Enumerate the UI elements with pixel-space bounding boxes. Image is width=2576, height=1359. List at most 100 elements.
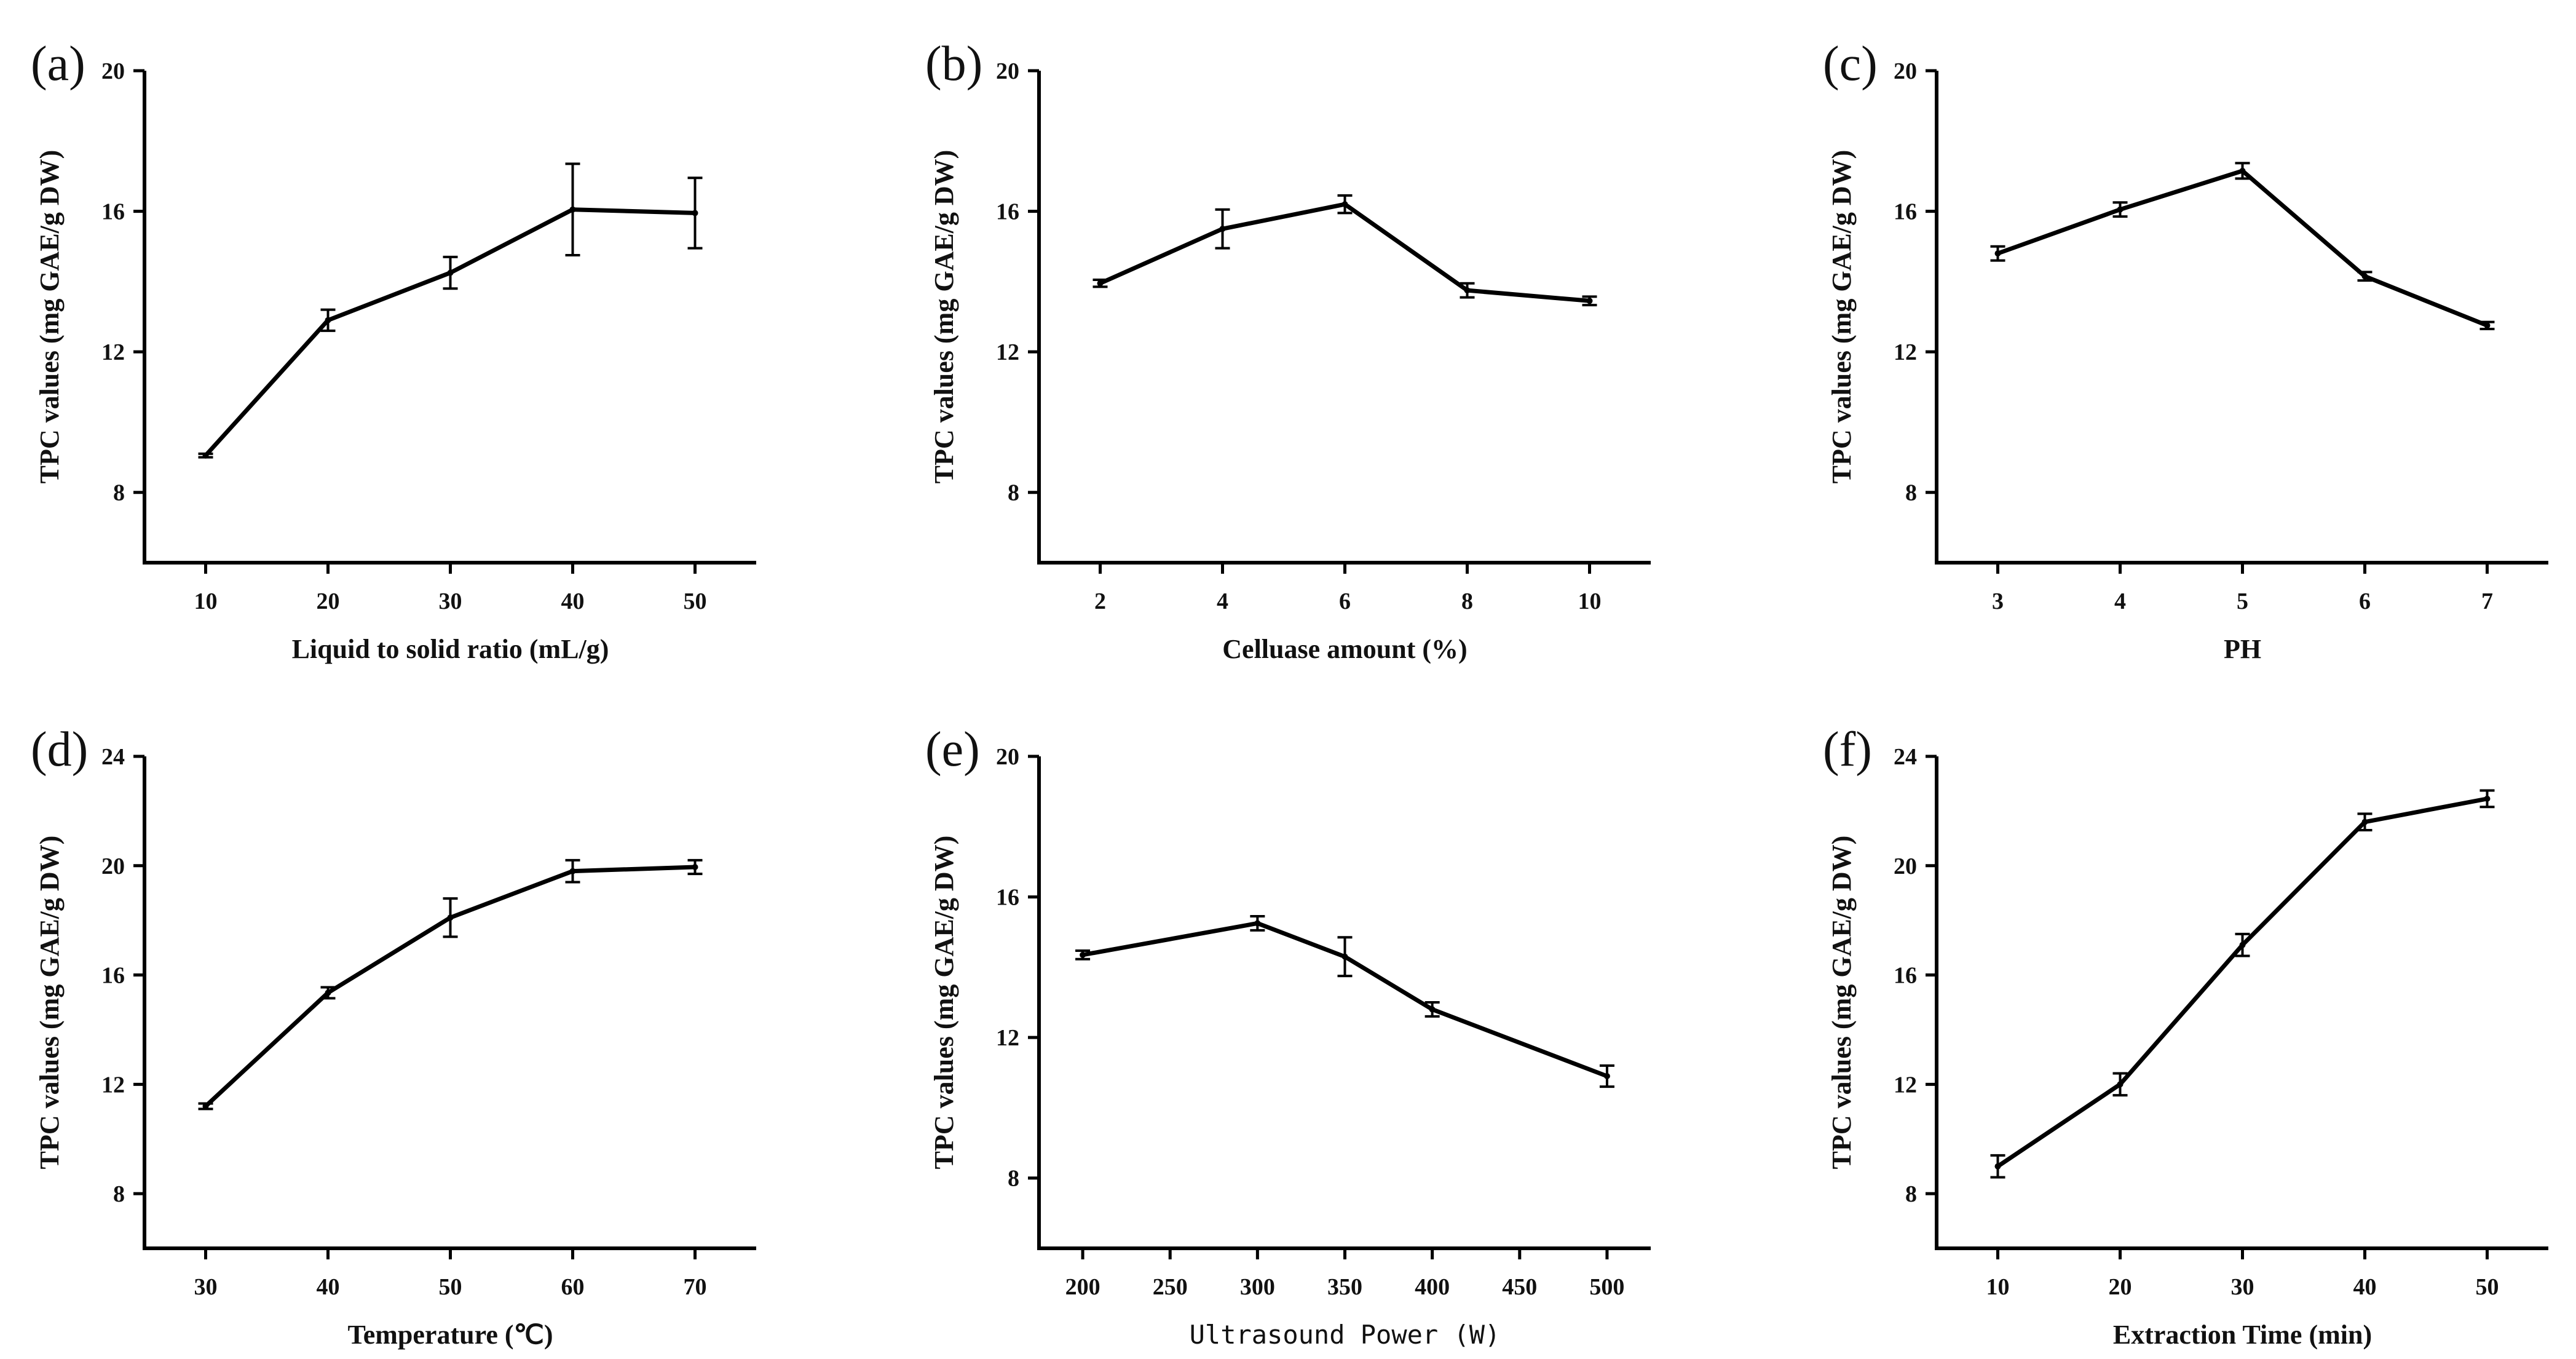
chart-panel-1: (a) 8 12 16 20 10 20 30 40 50 Liquid to solid rati…: [31, 37, 756, 664]
y-tick-label: 8: [113, 1181, 125, 1207]
data-point: [2361, 273, 2368, 280]
x-tick-label: 300: [1240, 1274, 1275, 1300]
x-tick-label: 4: [1217, 588, 1228, 614]
data-point: [569, 206, 576, 213]
series-line: [1997, 168, 2488, 328]
y-tick-label: 24: [1894, 744, 1917, 770]
x-tick-label: 8: [1461, 588, 1473, 614]
x-tick-label: 10: [194, 588, 218, 614]
x-axis-title: Liquid to solid ratio (mL/g): [292, 634, 609, 664]
data-point: [1586, 298, 1593, 304]
y-axis-title: TPC values (mg GAE/g DW): [34, 150, 65, 484]
x-tick-label: 10: [1986, 1274, 2010, 1300]
x-tick-label: 40: [317, 1274, 340, 1300]
chart-panel-4: (d) 8 12 16 20 24 30 40 50 60 70 Temperature (℃) TPC…: [31, 723, 756, 1350]
chart-panel-6: (f) 8 12 16 20 24 10 20 30 40 50 Extraction Time (m…: [1823, 723, 2548, 1350]
y-tick-label: 20: [1894, 58, 1917, 84]
data-point: [1341, 201, 1348, 208]
y-tick-label: 16: [1894, 199, 1917, 225]
data-point: [692, 864, 698, 870]
data-point: [1429, 1006, 1436, 1013]
y-tick-label: 20: [1894, 854, 1917, 879]
data-point: [2484, 795, 2491, 802]
y-tick-label: 12: [101, 339, 125, 365]
y-tick-label: 16: [101, 199, 125, 225]
x-tick-label: 4: [2114, 588, 2126, 614]
panel-label: (c): [1823, 37, 1878, 91]
data-point: [1464, 287, 1471, 294]
panel-label: (b): [925, 37, 982, 91]
y-tick-label: 20: [101, 58, 125, 84]
x-axis-title: PH: [2224, 634, 2261, 664]
x-tick-label: 30: [439, 588, 462, 614]
x-tick-label: 450: [1502, 1274, 1537, 1300]
x-tick-label: 20: [2109, 1274, 2132, 1300]
x-tick-label: 5: [2237, 588, 2248, 614]
data-point: [325, 989, 331, 996]
y-tick-label: 12: [996, 339, 1019, 365]
y-tick-label: 16: [996, 885, 1019, 911]
x-axis-title: Celluase amount (%): [1222, 634, 1467, 664]
data-point: [1994, 250, 2001, 257]
y-tick-label: 12: [101, 1072, 125, 1098]
y-tick-label: 8: [113, 480, 125, 506]
x-tick-label: 350: [1327, 1274, 1362, 1300]
data-point: [447, 914, 454, 921]
data-point: [2117, 1081, 2124, 1088]
x-tick-label: 20: [317, 588, 340, 614]
x-tick-label: 500: [1589, 1274, 1624, 1300]
x-tick-label: 250: [1153, 1274, 1188, 1300]
y-axis-title: TPC values (mg GAE/g DW): [1827, 150, 1857, 484]
y-tick-label: 12: [1894, 1072, 1917, 1098]
data-point: [325, 317, 331, 323]
data-point: [2239, 167, 2246, 174]
x-tick-label: 3: [1992, 588, 2004, 614]
x-tick-label: 30: [2231, 1274, 2254, 1300]
data-point: [1254, 920, 1261, 927]
data-point: [1219, 226, 1226, 232]
data-point: [447, 269, 454, 276]
y-tick-label: 24: [101, 744, 125, 770]
data-point: [202, 1103, 209, 1109]
y-tick-label: 20: [101, 854, 125, 879]
x-tick-label: 40: [561, 588, 585, 614]
y-tick-label: 12: [996, 1025, 1019, 1051]
x-axis-title: Extraction Time (min): [2113, 1320, 2372, 1350]
x-tick-label: 6: [1339, 588, 1351, 614]
panel-label: (f): [1823, 723, 1872, 777]
panel-label: (d): [31, 723, 88, 777]
y-axis-title: TPC values (mg GAE/g DW): [929, 150, 959, 484]
panel-label: (a): [31, 37, 85, 91]
x-tick-label: 200: [1065, 1274, 1100, 1300]
x-tick-label: 40: [2353, 1274, 2377, 1300]
y-tick-label: 12: [1894, 339, 1917, 365]
series-line: [1099, 202, 1590, 303]
y-tick-label: 8: [1008, 1166, 1019, 1192]
x-tick-label: 50: [439, 1274, 462, 1300]
data-point: [2239, 941, 2246, 948]
x-axis-title: Temperature (℃): [347, 1320, 553, 1350]
data-point: [202, 452, 209, 459]
y-tick-label: 16: [996, 199, 1019, 225]
chart-panel-3: (c) 8 12 16 20 3 4 5 6 7 PH TPC values (mg GAE/g DW…: [1823, 37, 2548, 664]
x-tick-label: 400: [1415, 1274, 1450, 1300]
x-tick-label: 60: [561, 1274, 585, 1300]
x-axis-title: Ultrasound Power (W): [1190, 1320, 1501, 1350]
y-tick-label: 8: [1008, 480, 1019, 506]
data-point: [2484, 322, 2491, 329]
y-axis-title: TPC values (mg GAE/g DW): [1827, 836, 1857, 1170]
y-tick-label: 16: [101, 963, 125, 989]
y-axis-title: TPC values (mg GAE/g DW): [929, 836, 959, 1170]
data-point: [1603, 1073, 1610, 1079]
data-point: [2117, 206, 2124, 213]
y-tick-label: 8: [1905, 1181, 1917, 1207]
x-tick-label: 50: [684, 588, 707, 614]
x-tick-label: 30: [194, 1274, 218, 1300]
data-point: [569, 868, 576, 874]
series-line: [1996, 796, 2488, 1168]
data-point: [1341, 953, 1348, 960]
data-point: [692, 210, 698, 216]
x-tick-label: 2: [1094, 588, 1106, 614]
